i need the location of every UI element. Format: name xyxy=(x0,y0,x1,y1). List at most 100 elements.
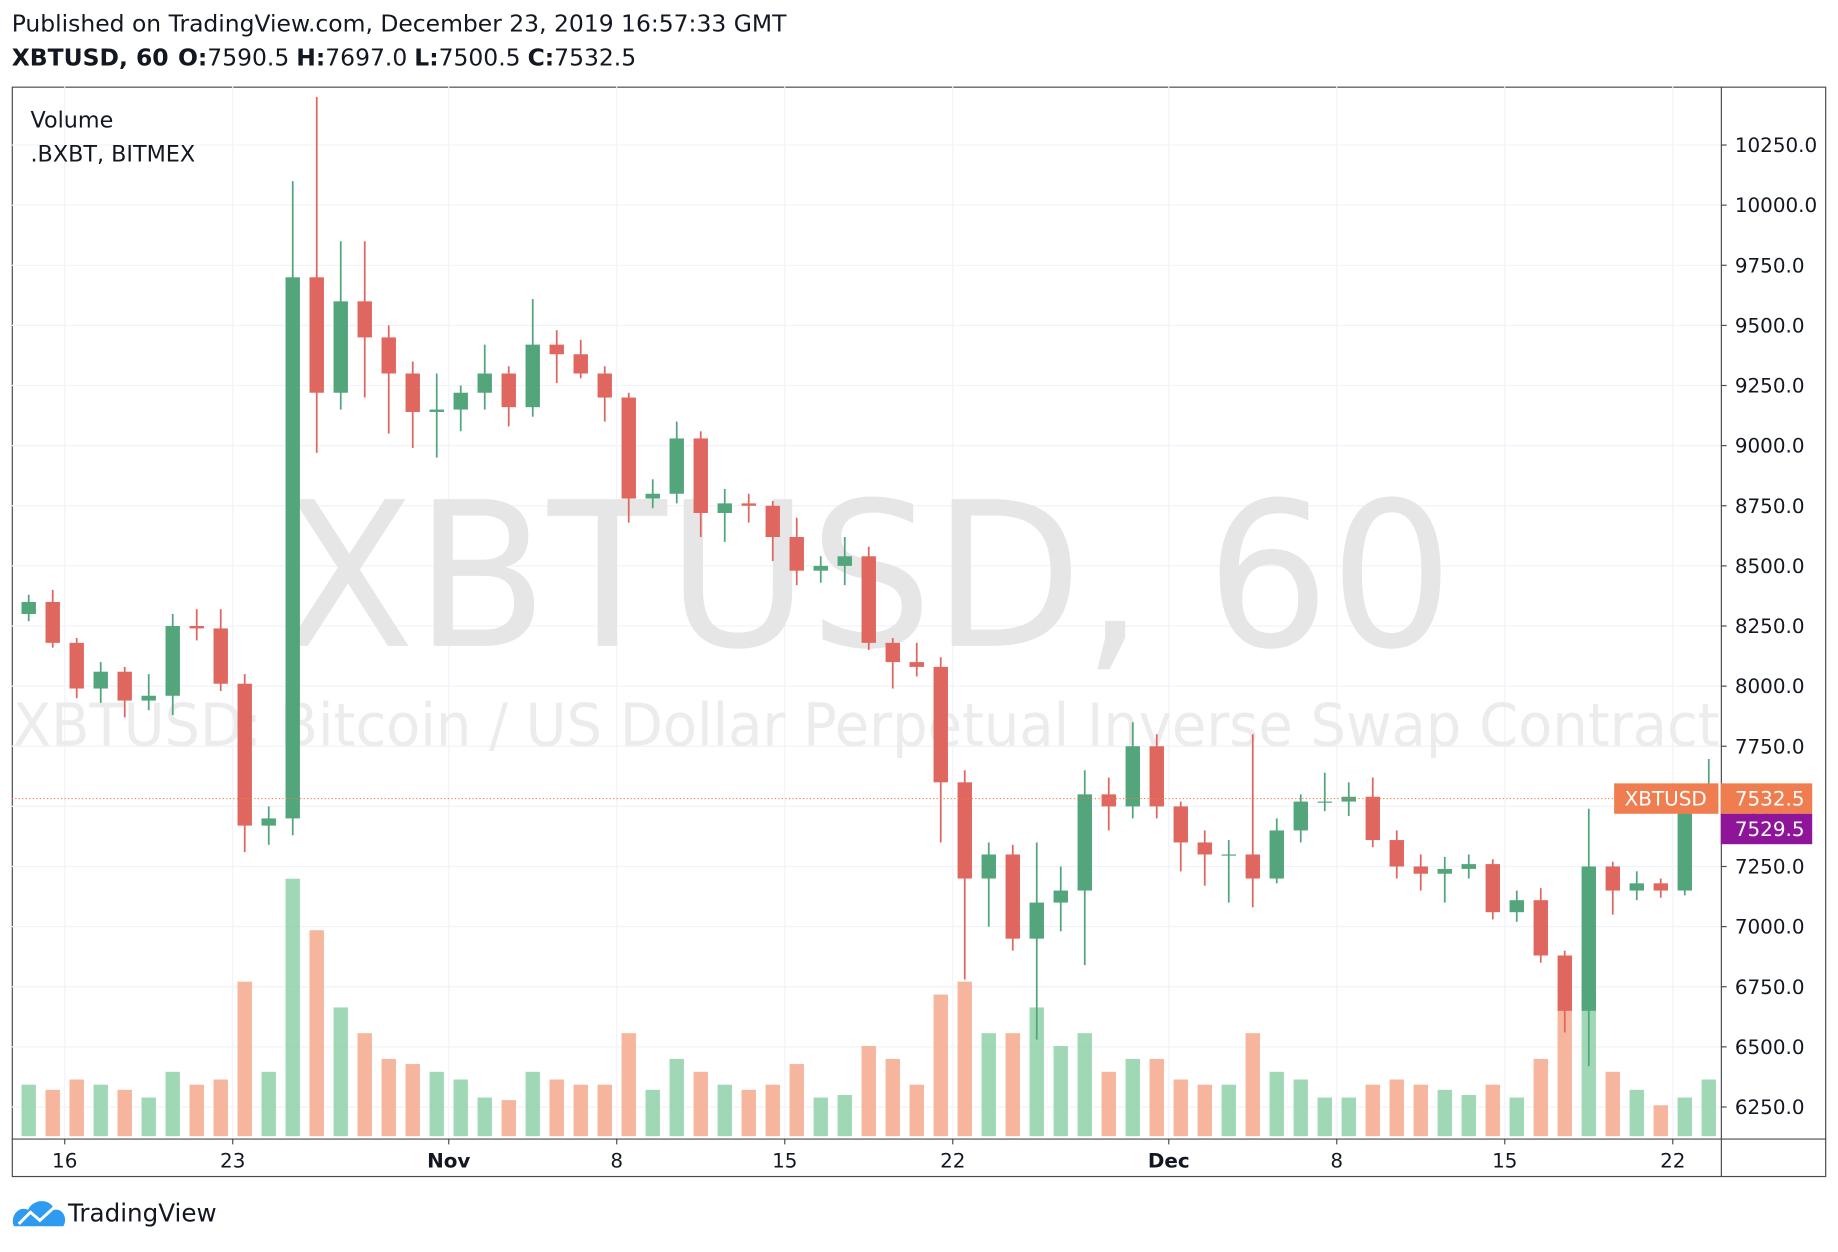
candle-body xyxy=(837,556,852,566)
candle-body xyxy=(237,683,252,826)
volume-bar xyxy=(1077,1033,1092,1137)
candle-body xyxy=(1653,883,1668,891)
volume-bar xyxy=(549,1079,564,1137)
candle-body xyxy=(1077,794,1092,891)
candle-body xyxy=(861,556,876,643)
candle-body xyxy=(693,438,708,513)
candle-body xyxy=(261,818,276,826)
volume-bar xyxy=(813,1097,828,1137)
y-tick-label: 8000.0 xyxy=(1735,675,1805,698)
index-price-box xyxy=(1720,813,1813,845)
candle-body xyxy=(141,695,156,701)
published-line: Published on TradingView.com, December 2… xyxy=(12,10,787,38)
volume-bar xyxy=(213,1079,228,1137)
x-tick-label: Nov xyxy=(427,1150,470,1173)
ohlc-value: 7532.5 xyxy=(554,44,636,72)
candle-body xyxy=(669,438,684,494)
candle-body xyxy=(477,373,492,393)
axes: 6250.06500.06750.07000.07250.07500.07750… xyxy=(52,134,1817,1173)
y-tick-label: 7000.0 xyxy=(1735,916,1805,939)
volume-bar xyxy=(789,1064,804,1137)
volume-bar xyxy=(1053,1046,1068,1137)
ohlc-key: H: xyxy=(296,44,325,72)
candle-body xyxy=(405,373,420,412)
ohlc-key: O: xyxy=(178,44,207,72)
volume-bar xyxy=(1341,1097,1356,1137)
last-price-label: 7532.5 xyxy=(1735,788,1805,811)
volume-bar xyxy=(165,1071,180,1137)
candle-body xyxy=(1245,854,1260,879)
candle-body xyxy=(381,337,396,374)
candle-body xyxy=(1173,806,1188,843)
volume-bar xyxy=(477,1097,492,1137)
symbol: XBTUSD, 60 xyxy=(12,44,169,72)
candle-body xyxy=(525,344,540,408)
candle-body xyxy=(69,642,84,689)
volume-bar xyxy=(1365,1084,1380,1137)
indicator-label: .BXBT, BITMEX xyxy=(30,141,195,167)
volume-bar xyxy=(357,1033,372,1137)
volume-bar xyxy=(933,994,948,1137)
volume-bar xyxy=(1509,1097,1524,1137)
x-tick-label: 15 xyxy=(1492,1150,1517,1173)
candle-body xyxy=(621,397,636,499)
volume-bar xyxy=(1197,1084,1212,1137)
y-tick-label: 9250.0 xyxy=(1735,375,1805,398)
candle-body xyxy=(21,601,36,614)
volume-bar xyxy=(45,1089,60,1137)
ohlc-value: 7697.0 xyxy=(325,44,407,72)
candle-body xyxy=(1029,902,1044,939)
candle-body xyxy=(1461,864,1476,869)
volume-bar xyxy=(1413,1084,1428,1137)
x-tick-label: 8 xyxy=(610,1150,623,1173)
volume-bar xyxy=(837,1094,852,1137)
y-tick-label: 7250.0 xyxy=(1735,856,1805,879)
volume-bar xyxy=(1317,1097,1332,1137)
y-tick-label: 7750.0 xyxy=(1735,735,1805,758)
ohlc-value: 7500.5 xyxy=(439,44,521,72)
volume-bar xyxy=(885,1058,900,1137)
y-tick-label: 6250.0 xyxy=(1735,1096,1805,1119)
volume-bar xyxy=(1461,1094,1476,1137)
volume-bar xyxy=(1173,1079,1188,1137)
volume-bar xyxy=(645,1089,660,1137)
volume-bar xyxy=(525,1071,540,1137)
x-tick-label: 8 xyxy=(1330,1150,1343,1173)
y-tick-label: 8500.0 xyxy=(1735,555,1805,578)
volume-bar xyxy=(1245,1033,1260,1137)
volume-bar xyxy=(1629,1089,1644,1137)
volume-bar xyxy=(1653,1105,1668,1137)
index-price-label: 7529.5 xyxy=(1735,818,1805,841)
candle-body xyxy=(957,782,972,879)
y-tick-label: 10250.0 xyxy=(1735,134,1817,157)
volume-bar xyxy=(405,1064,420,1137)
volume-bar xyxy=(237,981,252,1137)
volume-bar xyxy=(1149,1058,1164,1137)
volume-bar xyxy=(189,1084,204,1137)
candle-body xyxy=(765,505,780,538)
candle-body xyxy=(933,666,948,783)
plot xyxy=(11,96,1721,1137)
volume-bar xyxy=(909,1084,924,1137)
candle-body xyxy=(1677,806,1692,891)
candle-body xyxy=(1605,866,1620,891)
candle-body xyxy=(1509,900,1524,913)
y-tick-label: 6500.0 xyxy=(1735,1036,1805,1059)
volume-bar xyxy=(861,1046,876,1137)
candle-body xyxy=(189,626,204,629)
logo-line xyxy=(17,1206,55,1225)
footer-brand: TradingView xyxy=(67,1199,217,1228)
y-tick-label: 9750.0 xyxy=(1735,254,1805,277)
footer-logo: TradingView xyxy=(12,1199,217,1228)
volume-bar xyxy=(741,1089,756,1137)
volume-bar xyxy=(573,1084,588,1137)
candle-body xyxy=(573,354,588,374)
volume-bar xyxy=(381,1058,396,1137)
volume-bar xyxy=(1437,1089,1452,1137)
candle-body xyxy=(1197,842,1212,855)
candle-body xyxy=(909,662,924,667)
candle-body xyxy=(45,601,60,643)
candle-body xyxy=(549,344,564,355)
